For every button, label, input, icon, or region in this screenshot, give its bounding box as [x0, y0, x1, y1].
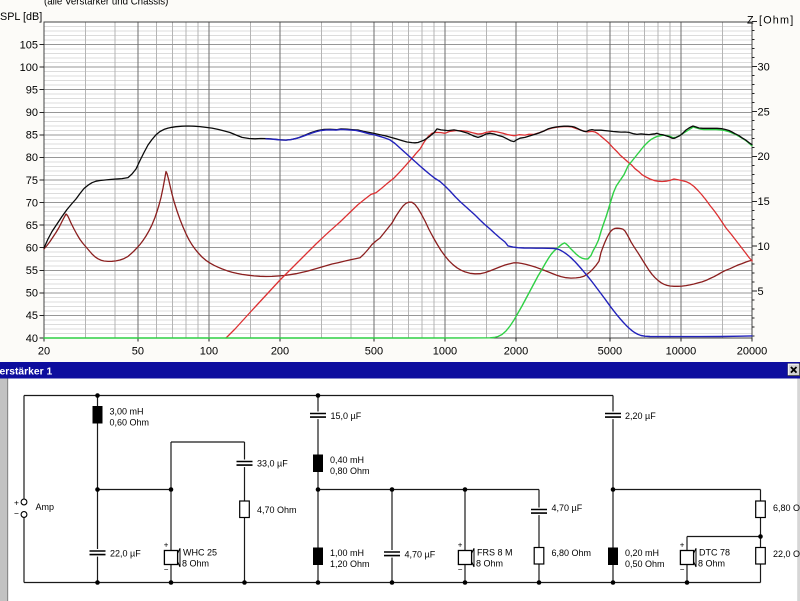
svg-text:4,70 µF: 4,70 µF — [552, 503, 583, 513]
svg-text:1,20 Ohm: 1,20 Ohm — [330, 559, 370, 569]
svg-text:2,20 µF: 2,20 µF — [625, 411, 656, 421]
svg-text:4,70 Ohm: 4,70 Ohm — [257, 505, 297, 515]
svg-text:22,0 µF: 22,0 µF — [110, 548, 141, 558]
svg-text:+: + — [14, 498, 19, 508]
svg-text:55: 55 — [26, 265, 38, 277]
svg-text:45: 45 — [26, 310, 38, 322]
svg-text:6,80 Ohm: 6,80 Ohm — [552, 548, 592, 558]
svg-text:200: 200 — [271, 346, 289, 358]
svg-text:30: 30 — [758, 61, 770, 73]
svg-text:85: 85 — [26, 130, 38, 142]
svg-text:+: + — [164, 541, 169, 550]
svg-text:15,0 µF: 15,0 µF — [331, 411, 362, 421]
svg-text:100: 100 — [200, 346, 218, 358]
svg-text:0,60 Ohm: 0,60 Ohm — [110, 418, 150, 428]
svg-text:10: 10 — [758, 241, 770, 253]
svg-text:80: 80 — [26, 152, 38, 164]
svg-text:(alle Verstärker und Chassis): (alle Verstärker und Chassis) — [44, 0, 168, 8]
svg-text:20000: 20000 — [737, 346, 768, 358]
svg-text:22,0 Ohm: 22,0 Ohm — [773, 549, 800, 559]
svg-text:0,50 Ohm: 0,50 Ohm — [625, 559, 665, 569]
svg-text:WHC 25: WHC 25 — [183, 548, 217, 558]
svg-text:0,80 Ohm: 0,80 Ohm — [330, 466, 370, 476]
svg-text:0,20 mH: 0,20 mH — [625, 548, 659, 558]
svg-text:70: 70 — [26, 197, 38, 209]
svg-text:60: 60 — [26, 243, 38, 255]
svg-text:−: − — [680, 565, 685, 574]
svg-text:+: + — [458, 541, 463, 550]
svg-text:8 Ohm: 8 Ohm — [698, 559, 725, 569]
svg-text:75: 75 — [26, 175, 38, 187]
svg-text:Z [Ohm]: Z [Ohm] — [747, 15, 794, 27]
svg-text:95: 95 — [26, 84, 38, 96]
svg-text:+: + — [680, 541, 685, 550]
svg-text:90: 90 — [26, 107, 38, 119]
svg-text:8 Ohm: 8 Ohm — [476, 559, 503, 569]
svg-text:3,00 mH: 3,00 mH — [110, 407, 144, 417]
svg-text:100: 100 — [20, 62, 38, 74]
svg-text:1000: 1000 — [433, 346, 457, 358]
svg-text:DTC 78: DTC 78 — [699, 548, 730, 558]
svg-text:0,40 mH: 0,40 mH — [330, 455, 364, 465]
svg-text:10000: 10000 — [666, 346, 697, 358]
svg-text:FRS 8 M: FRS 8 M — [477, 548, 513, 558]
svg-text:1,00 mH: 1,00 mH — [330, 548, 364, 558]
svg-text:20: 20 — [38, 346, 50, 358]
svg-text:5: 5 — [758, 286, 764, 298]
svg-text:33,0 µF: 33,0 µF — [257, 459, 288, 469]
svg-text:5000: 5000 — [598, 346, 622, 358]
svg-text:−: − — [14, 509, 19, 519]
svg-text:erstärker 1: erstärker 1 — [0, 367, 52, 378]
svg-text:SPL [dB]: SPL [dB] — [0, 11, 42, 23]
svg-text:15: 15 — [758, 196, 770, 208]
svg-text:25: 25 — [758, 106, 770, 118]
svg-text:20: 20 — [758, 151, 770, 163]
svg-text:2000: 2000 — [504, 346, 528, 358]
svg-text:6,80 Ohm: 6,80 Ohm — [773, 503, 800, 513]
svg-text:8 Ohm: 8 Ohm — [182, 559, 209, 569]
svg-text:−: − — [164, 565, 169, 574]
svg-text:500: 500 — [365, 346, 383, 358]
svg-text:50: 50 — [26, 288, 38, 300]
svg-text:105: 105 — [20, 39, 38, 51]
svg-text:40: 40 — [26, 333, 38, 345]
svg-text:−: − — [458, 565, 463, 574]
svg-text:Amp: Amp — [36, 502, 55, 512]
svg-text:65: 65 — [26, 220, 38, 232]
svg-text:4,70 µF: 4,70 µF — [405, 549, 436, 559]
svg-text:50: 50 — [132, 346, 144, 358]
